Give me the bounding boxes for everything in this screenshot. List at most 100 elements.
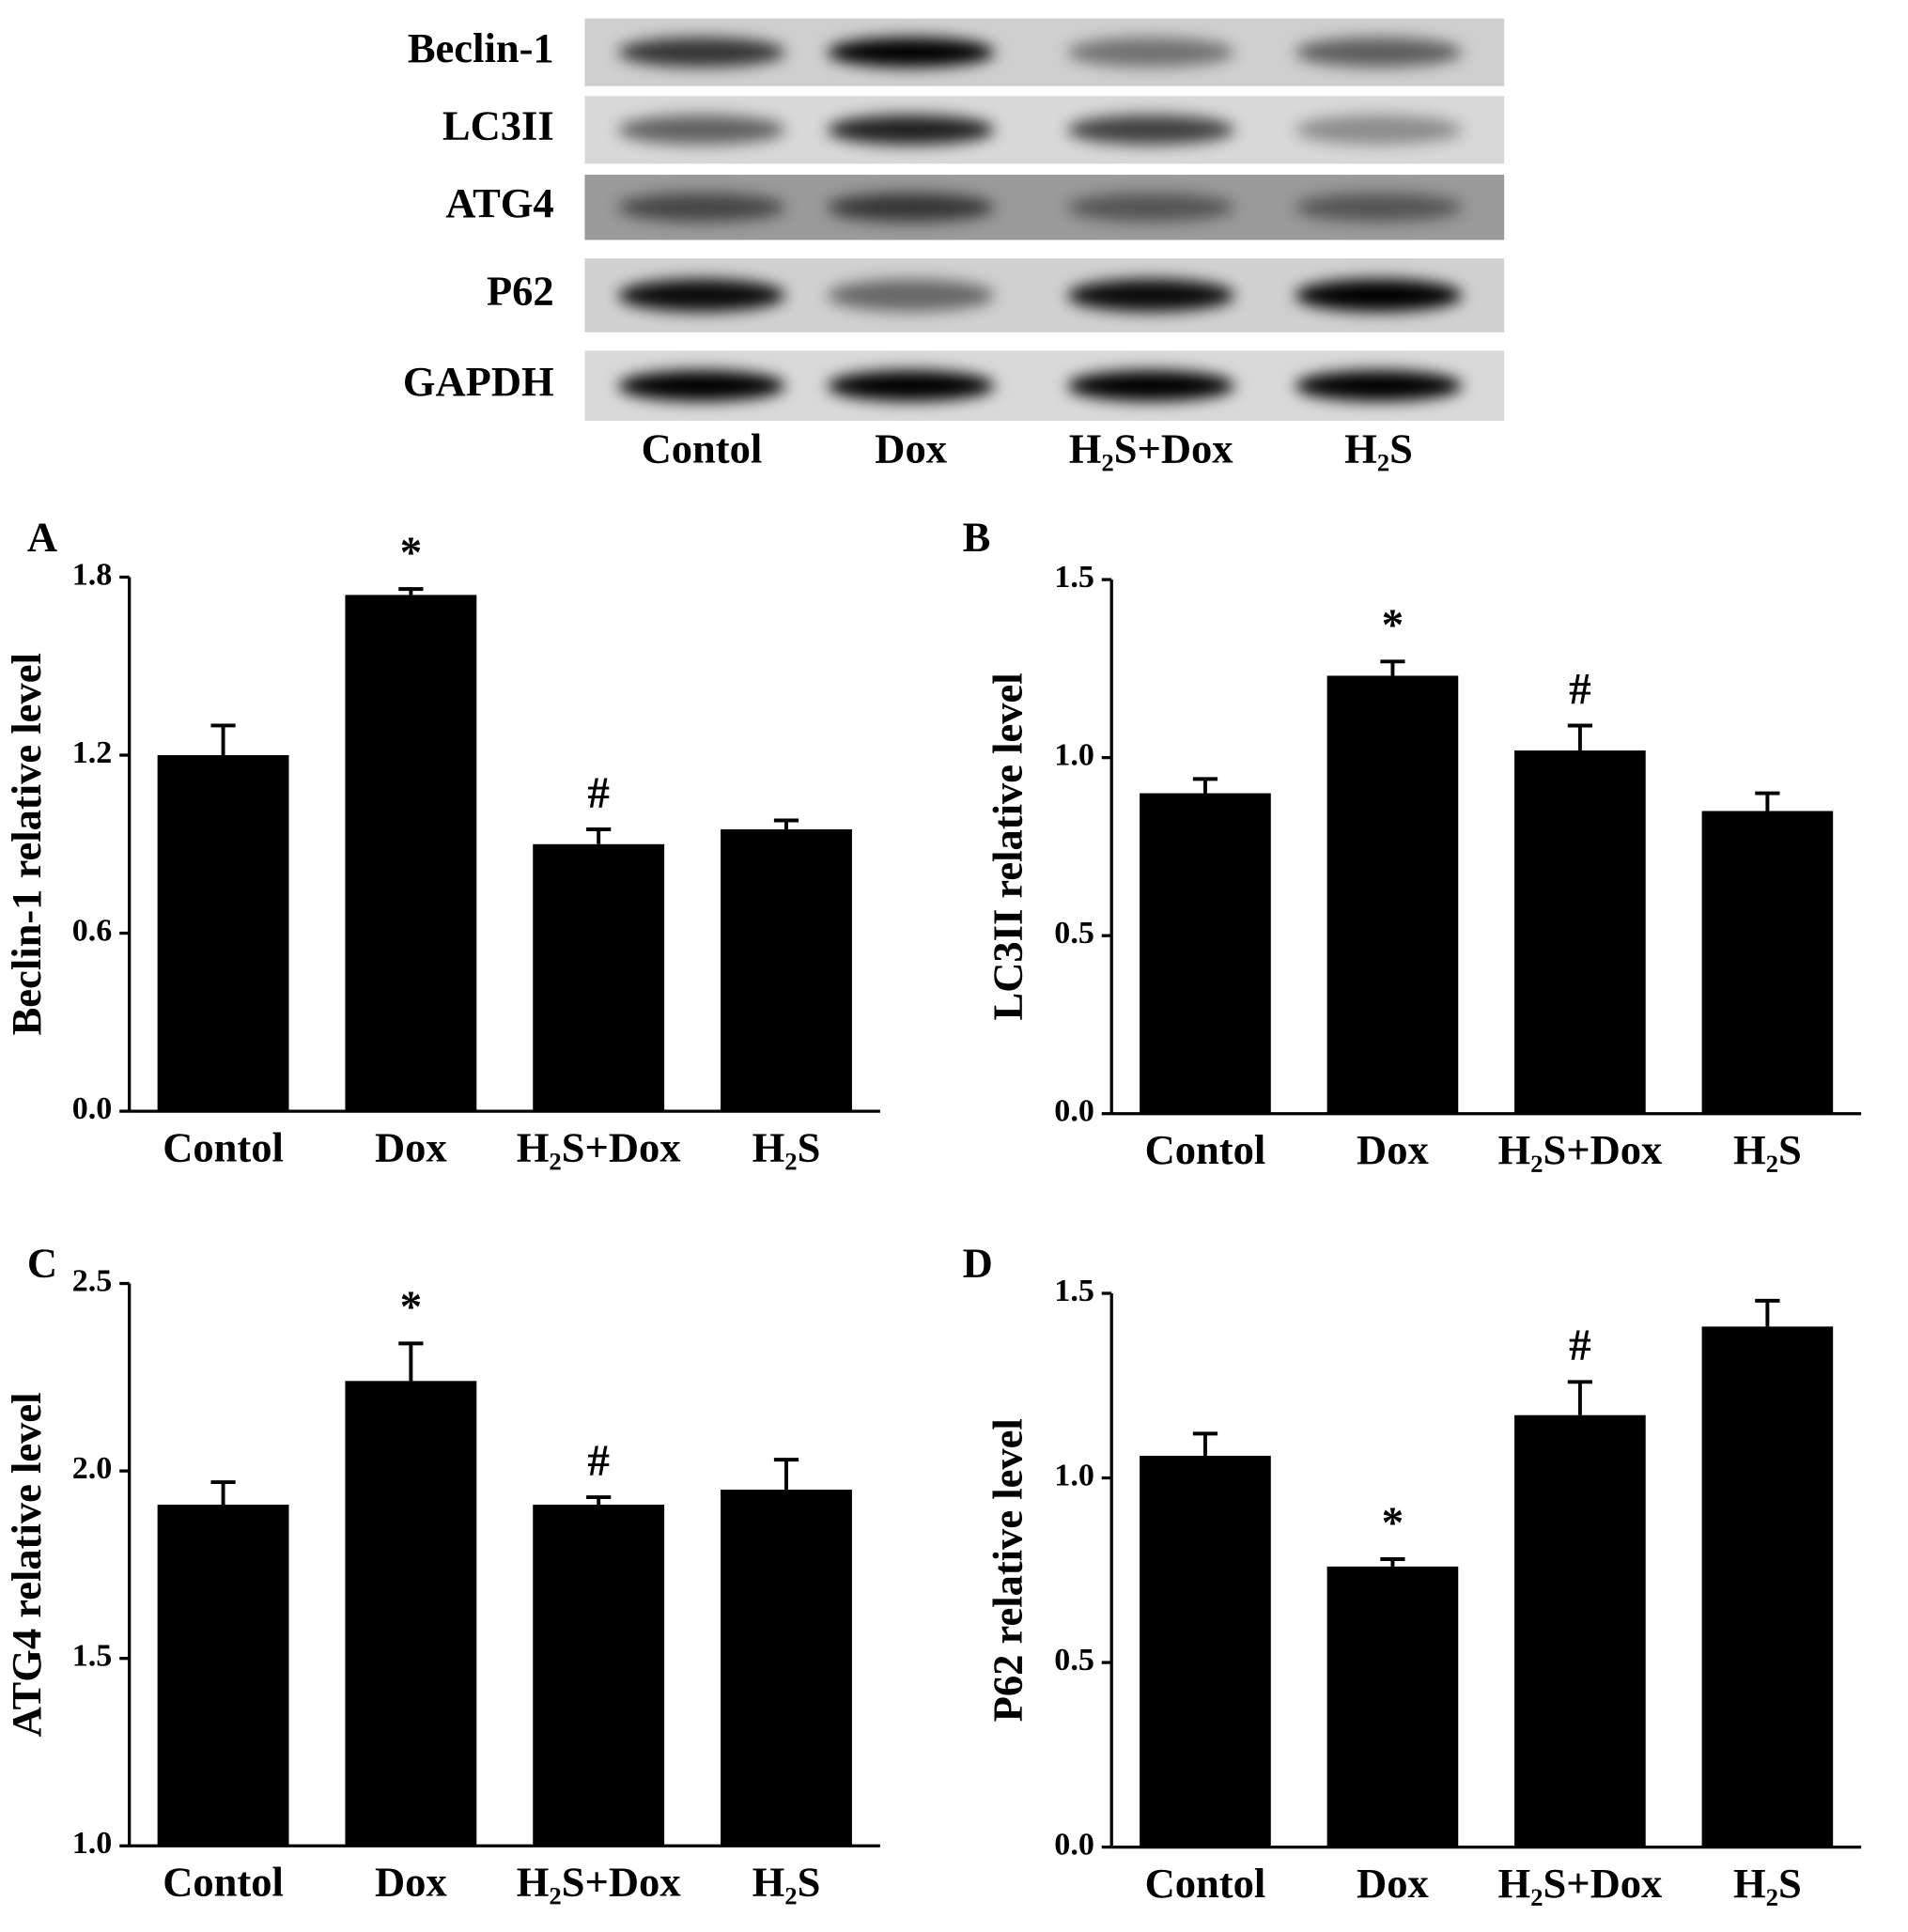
x-tick-label: H₂S+Dox — [1497, 1126, 1663, 1173]
x-tick-label: H₂S — [752, 1859, 821, 1906]
x-tick-label: Contol — [1145, 1860, 1266, 1907]
error-bar — [773, 1458, 799, 1491]
protein-label: Beclin-1 — [408, 24, 554, 71]
x-tick-label: H₂S+Dox — [517, 1859, 682, 1906]
y-tick-label: 1.8 — [72, 557, 113, 592]
x-tick-label: H₂S — [752, 1124, 821, 1171]
x-tick-label: Dox — [375, 1124, 447, 1171]
x-tick-label: Dox — [1357, 1126, 1429, 1173]
y-tick-label: 1.0 — [1054, 1458, 1094, 1492]
error-bar — [1192, 1431, 1218, 1456]
x-tick-label: Dox — [375, 1859, 447, 1906]
blot-band — [617, 37, 786, 68]
error-bar — [1567, 1380, 1593, 1415]
panel-label: D — [963, 1240, 993, 1287]
panel-label: C — [27, 1240, 57, 1287]
protein-label: LC3II — [442, 101, 554, 148]
x-tick-label: Contol — [1145, 1126, 1266, 1173]
bar — [721, 828, 852, 1112]
bar — [533, 1505, 665, 1847]
bar — [157, 1505, 289, 1847]
bar — [1701, 1326, 1834, 1847]
bar — [1514, 750, 1646, 1114]
bar — [345, 595, 477, 1112]
protein-label: ATG4 — [445, 179, 553, 226]
y-tick-label: 0.5 — [1054, 916, 1094, 951]
lane-label: Dox — [875, 425, 947, 471]
y-tick-label: 1.2 — [72, 735, 113, 770]
y-axis-label: P62 relative level — [984, 1418, 1031, 1722]
blot-band — [617, 193, 786, 223]
blot-band — [1295, 370, 1463, 402]
significance-marker: # — [587, 769, 610, 818]
error-bar — [210, 723, 236, 756]
x-tick-label: H₂S — [1733, 1860, 1802, 1907]
blot-band — [1295, 279, 1463, 312]
panel-label: A — [27, 514, 57, 561]
y-tick-label: 2.0 — [72, 1451, 113, 1486]
significance-marker: # — [1569, 1321, 1591, 1370]
protein-label: P62 — [487, 268, 554, 315]
y-axis-label: ATG4 relative level — [3, 1392, 50, 1737]
y-tick-label: 0.0 — [1054, 1827, 1094, 1862]
x-tick-label: H₂S+Dox — [517, 1124, 682, 1171]
blot-band — [1067, 37, 1235, 68]
blot-band — [1295, 193, 1463, 223]
y-tick-label: 0.6 — [72, 913, 113, 948]
blot-band — [617, 370, 786, 402]
significance-marker: * — [1382, 601, 1404, 650]
blot-band — [827, 193, 995, 223]
significance-marker: * — [1382, 1499, 1404, 1548]
blot-band — [827, 37, 995, 68]
error-bar — [773, 818, 799, 829]
bar — [1140, 1455, 1271, 1847]
blot-band — [1295, 37, 1463, 68]
x-tick-label: H₂S — [1733, 1126, 1802, 1173]
y-tick-label: 2.5 — [72, 1263, 113, 1298]
blot-band — [827, 115, 995, 146]
blot-band — [617, 279, 786, 312]
bar — [1514, 1414, 1646, 1847]
panel-label: B — [963, 514, 991, 561]
error-bar — [1380, 659, 1405, 676]
y-tick-label: 0.0 — [1054, 1094, 1094, 1129]
error-bar — [1567, 723, 1593, 751]
y-tick-label: 0.5 — [1054, 1643, 1094, 1677]
significance-marker: # — [1569, 665, 1591, 714]
bar — [157, 755, 289, 1112]
error-bar — [586, 1495, 612, 1506]
error-bar — [586, 827, 612, 844]
y-tick-label: 1.5 — [1054, 560, 1094, 595]
error-bar — [1380, 1557, 1405, 1567]
bar — [1140, 793, 1271, 1114]
blot-band — [1067, 193, 1235, 223]
error-bar — [1755, 1298, 1780, 1327]
blot-band — [827, 370, 995, 402]
significance-marker: # — [587, 1437, 610, 1486]
y-axis-label: Beclin-1 relative level — [3, 653, 50, 1035]
x-tick-label: Contol — [163, 1124, 284, 1171]
x-tick-label: Dox — [1357, 1860, 1429, 1907]
x-tick-label: Contol — [163, 1859, 284, 1906]
lane-label: Contol — [642, 425, 763, 471]
blot-band — [617, 115, 786, 146]
blot-band — [1067, 279, 1235, 312]
y-tick-label: 1.5 — [72, 1639, 113, 1674]
bar — [345, 1381, 477, 1847]
error-bar — [398, 1341, 424, 1382]
lane-label: H₂S+Dox — [1069, 425, 1234, 471]
y-tick-label: 0.0 — [72, 1091, 113, 1126]
blot-band — [1067, 115, 1235, 146]
bar — [1701, 811, 1834, 1114]
bar — [1326, 1566, 1459, 1847]
significance-marker: * — [400, 529, 423, 578]
error-bar — [1192, 777, 1218, 794]
y-tick-label: 1.0 — [1054, 737, 1094, 772]
blot-band — [1295, 115, 1463, 146]
y-axis-label: LC3II relative level — [984, 672, 1031, 1020]
bar — [1326, 675, 1459, 1114]
bar — [533, 843, 665, 1112]
error-bar — [398, 587, 424, 595]
